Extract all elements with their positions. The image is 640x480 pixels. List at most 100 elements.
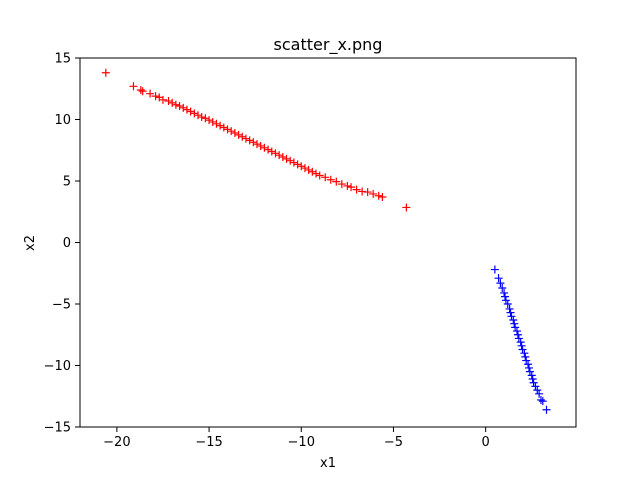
x-axis-label: x1 bbox=[320, 456, 336, 471]
data-point bbox=[312, 169, 321, 178]
data-point bbox=[256, 141, 265, 150]
data-point bbox=[197, 113, 206, 122]
y-axis: 15 10 5 0 −5 −10 −15 bbox=[44, 52, 80, 436]
data-point bbox=[490, 265, 499, 274]
y-tick-label: 15 bbox=[54, 52, 71, 67]
data-point bbox=[358, 187, 367, 196]
data-point bbox=[343, 181, 352, 190]
data-point bbox=[516, 338, 525, 347]
data-point bbox=[267, 147, 276, 156]
data-point bbox=[164, 97, 173, 106]
data-point bbox=[528, 375, 537, 384]
y-tick-label: −15 bbox=[44, 421, 71, 436]
data-point bbox=[521, 352, 530, 361]
data-point bbox=[227, 127, 236, 136]
data-point bbox=[520, 349, 529, 358]
data-point bbox=[518, 345, 527, 354]
chart-title: scatter_x.png bbox=[274, 35, 383, 55]
data-point bbox=[529, 378, 538, 387]
data-point bbox=[542, 405, 551, 414]
data-point bbox=[212, 119, 221, 128]
data-point bbox=[533, 386, 542, 395]
series-0-points bbox=[101, 68, 411, 212]
data-point bbox=[527, 371, 536, 380]
data-point bbox=[304, 165, 313, 174]
data-point bbox=[498, 284, 507, 293]
data-point bbox=[138, 87, 147, 96]
data-point bbox=[249, 138, 258, 147]
data-point bbox=[505, 304, 514, 313]
data-point bbox=[347, 183, 356, 192]
data-point bbox=[507, 312, 516, 321]
data-point bbox=[511, 323, 520, 332]
data-point bbox=[278, 153, 287, 162]
data-point bbox=[363, 188, 372, 197]
data-point bbox=[158, 95, 167, 104]
data-point bbox=[517, 341, 526, 350]
data-point bbox=[271, 149, 280, 158]
data-point bbox=[264, 145, 273, 154]
data-point bbox=[369, 189, 378, 198]
data-point bbox=[260, 143, 269, 152]
data-point bbox=[234, 130, 243, 139]
data-point bbox=[308, 167, 317, 176]
data-point bbox=[501, 296, 510, 305]
data-point bbox=[171, 100, 180, 109]
data-point bbox=[101, 68, 110, 77]
data-point bbox=[219, 123, 228, 132]
x-tick-label: 0 bbox=[482, 435, 490, 450]
data-point bbox=[286, 156, 295, 165]
data-point bbox=[289, 158, 298, 167]
y-axis-label: x2 bbox=[23, 235, 38, 251]
data-point bbox=[182, 105, 191, 114]
data-point bbox=[332, 177, 341, 186]
data-point bbox=[501, 292, 510, 301]
data-point bbox=[186, 107, 195, 116]
data-point bbox=[175, 101, 184, 110]
data-point bbox=[190, 109, 199, 118]
y-tick-label: 5 bbox=[63, 175, 71, 190]
data-point bbox=[253, 140, 262, 149]
data-point bbox=[535, 389, 544, 398]
data-point bbox=[168, 98, 177, 107]
data-point bbox=[531, 382, 540, 391]
data-point bbox=[402, 203, 411, 212]
data-point bbox=[509, 315, 518, 324]
data-point bbox=[293, 160, 302, 169]
data-point bbox=[494, 274, 503, 283]
data-point bbox=[500, 288, 509, 297]
data-point bbox=[201, 114, 210, 123]
data-point bbox=[514, 334, 523, 343]
data-point bbox=[337, 180, 346, 189]
y-tick-label: −5 bbox=[52, 298, 71, 313]
data-point bbox=[300, 164, 309, 173]
data-point bbox=[496, 279, 505, 288]
data-point bbox=[524, 360, 533, 369]
data-point bbox=[524, 363, 533, 372]
series-1-points bbox=[490, 265, 551, 414]
data-point bbox=[282, 154, 291, 163]
data-point bbox=[321, 173, 330, 182]
plot-frame bbox=[79, 57, 577, 428]
data-point bbox=[512, 327, 521, 336]
data-point bbox=[179, 103, 188, 112]
data-point bbox=[216, 121, 225, 130]
data-point bbox=[245, 136, 254, 145]
data-point bbox=[136, 85, 145, 94]
data-point bbox=[513, 330, 522, 339]
x-tick-label: −20 bbox=[103, 435, 130, 450]
data-point bbox=[326, 175, 335, 184]
data-point bbox=[506, 308, 515, 317]
y-tick-label: −10 bbox=[44, 359, 71, 374]
data-point bbox=[315, 171, 324, 180]
data-point bbox=[238, 132, 247, 141]
data-point bbox=[194, 111, 203, 120]
data-point bbox=[510, 319, 519, 328]
data-point bbox=[297, 162, 306, 171]
data-point bbox=[275, 151, 284, 160]
data-point bbox=[525, 367, 534, 376]
data-point bbox=[241, 134, 250, 143]
x-tick-label: −5 bbox=[384, 435, 403, 450]
data-point bbox=[223, 125, 232, 134]
data-point bbox=[151, 92, 160, 101]
